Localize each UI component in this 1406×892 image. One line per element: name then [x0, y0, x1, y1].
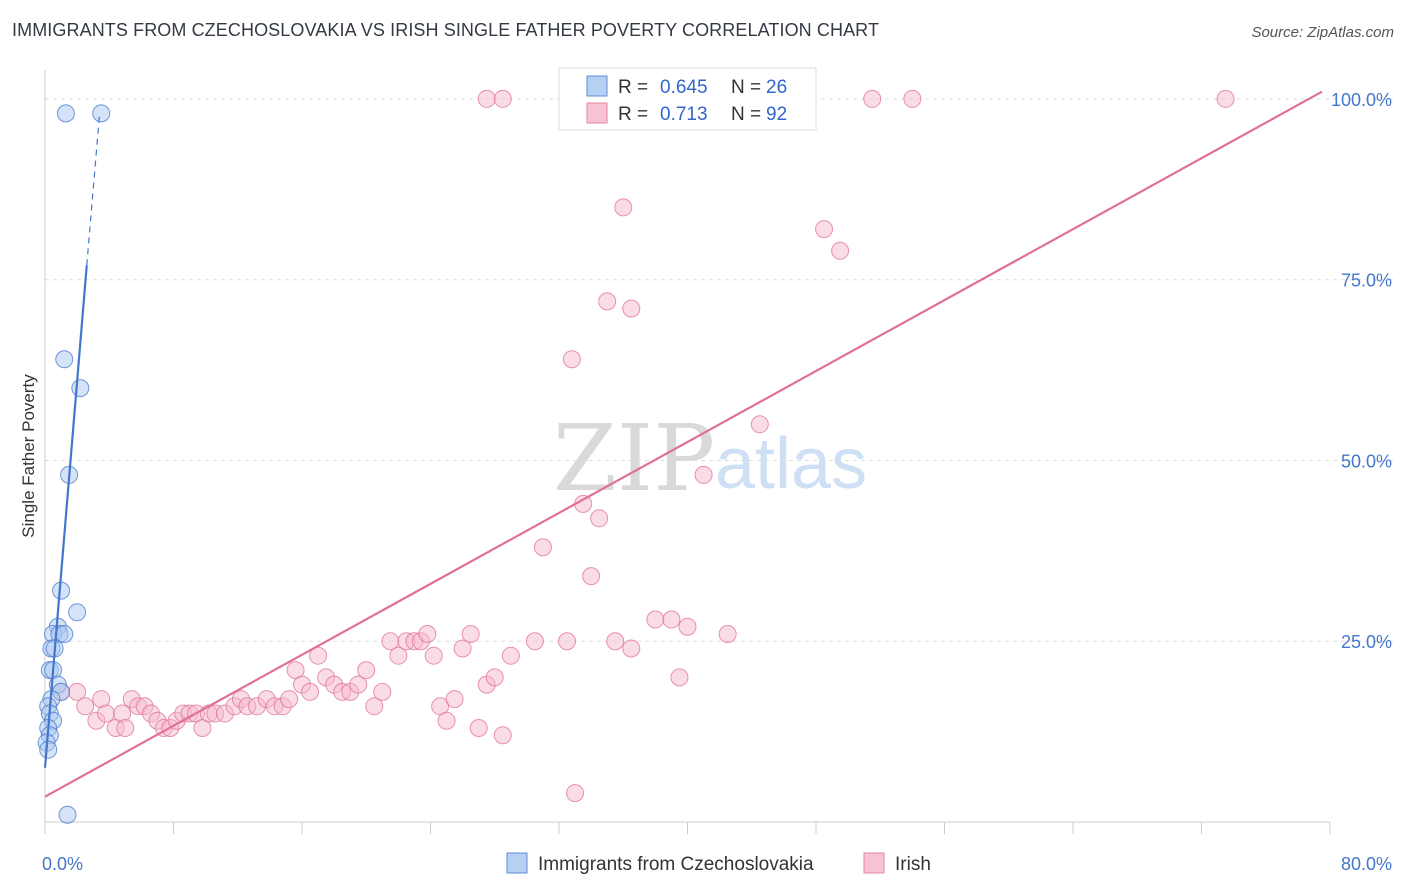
- irish-point-88: [863, 89, 882, 108]
- irish-point-74: [718, 625, 737, 643]
- czechoslovakia-trend-line: [43, 265, 88, 768]
- irish-point-50: [424, 646, 443, 665]
- legend-bottom-label-blue: Immigrants from Czechoslovakia: [538, 854, 814, 875]
- irish-point-60: [501, 646, 520, 665]
- irish-point-40: [349, 675, 368, 694]
- irish-point-69: [646, 610, 665, 629]
- czechoslovakia-point-0: [56, 104, 75, 123]
- irish-point-59: [493, 726, 512, 745]
- irish-point-71: [670, 668, 689, 687]
- legend-bottom-swatch-blue: [506, 852, 528, 874]
- czechoslovakia-point-1: [92, 104, 111, 123]
- legend-r-label-pink: R =: [618, 104, 648, 125]
- czechoslovakia-point-3: [71, 379, 90, 398]
- irish-point-89: [903, 89, 922, 108]
- irish-point-76: [622, 299, 641, 318]
- irish-point-82: [566, 784, 585, 803]
- irish-point-73: [694, 465, 713, 484]
- irish-point-8: [116, 719, 135, 737]
- irish-point-70: [662, 610, 681, 629]
- irish-point-90: [1216, 89, 1235, 108]
- irish-point-75: [750, 415, 769, 434]
- irish-point-80: [815, 220, 834, 239]
- irish-point-84: [493, 89, 512, 108]
- irish-point-63: [558, 632, 577, 651]
- irish-point-77: [598, 292, 617, 311]
- legend-n-value-blue: 26: [766, 77, 787, 98]
- irish-point-42: [365, 697, 384, 716]
- irish-point-58: [485, 668, 504, 687]
- irish-point-72: [678, 617, 697, 636]
- irish-point-66: [590, 509, 609, 528]
- irish-point-45: [389, 646, 408, 665]
- irish-point-54: [453, 639, 472, 658]
- czechoslovakia-point-6: [68, 603, 87, 622]
- irish-point-52: [437, 711, 456, 730]
- irish-point-67: [606, 632, 625, 651]
- legend-n-label-blue: N =: [731, 77, 761, 98]
- watermark: ZIP atlas: [553, 405, 867, 512]
- legend-swatch-blue: [586, 75, 608, 97]
- legend-bottom-label-pink: Irish: [895, 854, 931, 875]
- chart-title: IMMIGRANTS FROM CZECHOSLOVAKIA VS IRISH …: [12, 20, 880, 40]
- irish-trend-line: [44, 90, 1323, 798]
- irish-point-49: [418, 625, 437, 643]
- irish-point-31: [280, 690, 299, 709]
- czechoslovakia-trend-extension: [86, 113, 101, 266]
- irish-point-43: [373, 682, 392, 701]
- legend-n-label-pink: N =: [731, 104, 761, 125]
- irish-point-41: [357, 661, 376, 680]
- irish-point-62: [533, 538, 552, 557]
- y-tick-labels: 25.0% 50.0% 75.0% 100.0%: [1331, 90, 1392, 652]
- legend-bottom-swatch-pink: [863, 852, 885, 874]
- grid-layer: [45, 98, 1395, 642]
- legend-swatch-pink: [586, 102, 608, 124]
- legend-top: R = 0.645 N = 26 R = 0.713 N = 92: [558, 67, 817, 131]
- czechoslovakia-point-10: [55, 625, 74, 643]
- legend-r-value-blue: 0.645: [660, 77, 708, 98]
- legend-r-value-pink: 0.713: [660, 104, 708, 125]
- y-tick-label-50: 50.0%: [1341, 451, 1392, 471]
- watermark-zip: ZIP: [553, 405, 715, 512]
- irish-point-53: [445, 690, 464, 709]
- irish-point-2: [76, 697, 95, 716]
- watermark-atlas: atlas: [715, 424, 867, 504]
- irish-point-5: [97, 704, 116, 723]
- czechoslovakia-point-2: [55, 350, 74, 369]
- y-tick-label-25: 25.0%: [1341, 632, 1392, 652]
- irish-point-56: [469, 719, 488, 737]
- legend-bottom: Immigrants from Czechoslovakia Irish: [506, 852, 931, 875]
- irish-point-55: [461, 625, 480, 643]
- y-axis-title: Single Father Poverty: [19, 374, 38, 538]
- irish-point-78: [562, 350, 581, 369]
- x-tick-label-max: 80.0%: [1341, 854, 1392, 874]
- legend-r-label-blue: R =: [618, 77, 648, 98]
- y-tick-label-100: 100.0%: [1331, 90, 1392, 110]
- irish-point-65: [582, 567, 601, 586]
- czechoslovakia-point-25: [58, 805, 77, 824]
- irish-point-61: [525, 632, 544, 651]
- y-tick-label-75: 75.0%: [1341, 271, 1392, 291]
- irish-point-68: [622, 639, 641, 658]
- source-label: Source: ZipAtlas.com: [1251, 24, 1394, 41]
- trend-layer: [43, 90, 1323, 798]
- irish-point-83: [477, 89, 496, 108]
- czechoslovakia-point-24: [39, 740, 58, 759]
- irish-point-34: [301, 682, 320, 701]
- x-tick-label-min: 0.0%: [42, 854, 83, 874]
- legend-n-value-pink: 92: [766, 104, 787, 125]
- irish-point-81: [831, 241, 850, 260]
- irish-point-79: [614, 198, 633, 217]
